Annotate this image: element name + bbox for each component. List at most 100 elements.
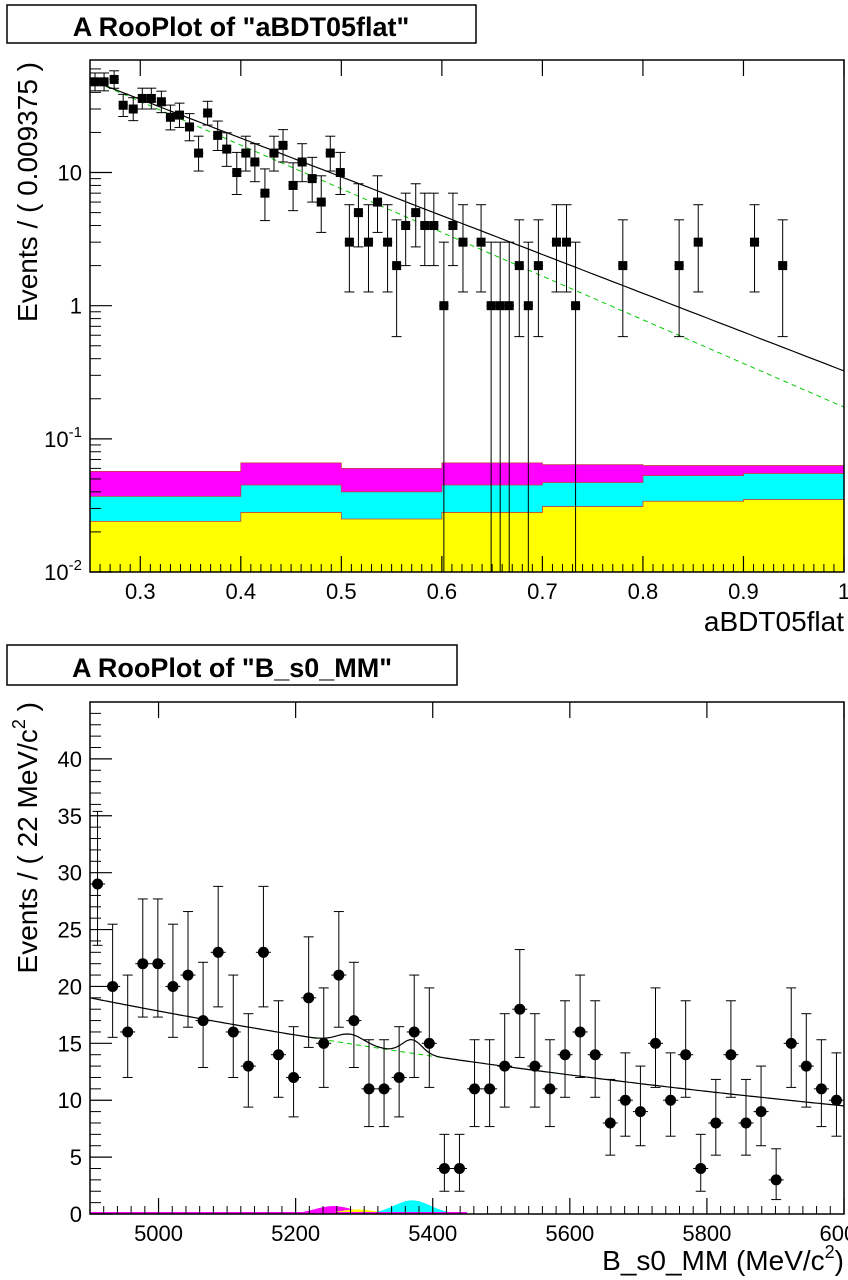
data-point bbox=[476, 204, 487, 293]
chart-bottom: A RooPlot of "B_s0_MM" 5000 5200 5400 5600 5… bbox=[6, 644, 848, 1276]
data-point bbox=[738, 1078, 754, 1156]
data-point bbox=[421, 987, 437, 1088]
y-tick-label: 15 bbox=[58, 1031, 82, 1056]
total-model-curve bbox=[89, 997, 845, 1107]
data-point bbox=[419, 192, 430, 267]
data-point bbox=[165, 104, 176, 131]
data-point bbox=[561, 204, 572, 293]
data-point bbox=[777, 219, 788, 338]
y-tick-label: 1 bbox=[70, 294, 82, 319]
data-point bbox=[316, 175, 327, 233]
data-point bbox=[436, 1133, 452, 1192]
data-point bbox=[783, 987, 799, 1088]
data-point bbox=[335, 151, 346, 196]
data-point bbox=[557, 1000, 573, 1098]
data-point bbox=[572, 974, 588, 1078]
data-point bbox=[156, 90, 167, 114]
data-point bbox=[495, 241, 506, 572]
data-point bbox=[346, 961, 362, 1068]
data-point bbox=[551, 204, 562, 293]
data-point bbox=[225, 974, 241, 1078]
axes-bottom: 5000 5200 5400 5600 5800 6000 0 5 10 15 20 25 30 35 40 bbox=[58, 702, 848, 1246]
plot-frame-top bbox=[89, 59, 845, 573]
x-axis-label-bottom: B_s0_MM (MeV/c2) bbox=[602, 1242, 844, 1276]
chart-title-bottom: A RooPlot of "B_s0_MM" bbox=[72, 653, 392, 683]
x-tick-label: 0.4 bbox=[226, 579, 257, 604]
data-point bbox=[165, 923, 181, 1038]
data-point bbox=[150, 898, 166, 1018]
data-point bbox=[180, 911, 196, 1028]
data-point bbox=[410, 183, 421, 248]
data-point bbox=[174, 102, 185, 128]
data-point bbox=[288, 162, 299, 212]
data-point bbox=[231, 151, 242, 196]
data-point bbox=[325, 135, 336, 172]
data-point bbox=[497, 1013, 513, 1108]
data-point bbox=[376, 1039, 392, 1128]
data-point bbox=[467, 1039, 483, 1128]
data-point bbox=[361, 1039, 377, 1128]
x-tick-label: 1 bbox=[838, 579, 848, 604]
y-tick-label: 10-1 bbox=[44, 424, 82, 452]
y-tick-label: 30 bbox=[58, 861, 82, 886]
data-point bbox=[90, 810, 106, 946]
data-point bbox=[617, 219, 628, 338]
data-points-bottom bbox=[90, 810, 844, 1201]
data-point bbox=[813, 1039, 829, 1128]
data-point bbox=[693, 1133, 709, 1192]
data-point bbox=[118, 93, 129, 118]
y-axis-label-top: Events / ( 0.009375 ) bbox=[12, 62, 43, 322]
chart-top: A RooPlot of "aBDT05flat" 0.3 0.4 0.5 0.6 0.… bbox=[6, 4, 848, 637]
data-point bbox=[316, 987, 332, 1088]
data-point bbox=[570, 241, 581, 572]
y-tick-label: 10 bbox=[58, 1088, 82, 1113]
data-point bbox=[523, 241, 534, 572]
x-tick-label: 5400 bbox=[408, 1221, 457, 1246]
total-model-curve bbox=[89, 79, 845, 372]
data-point bbox=[798, 1013, 814, 1108]
data-point bbox=[135, 898, 151, 1018]
y-tick-label: 25 bbox=[58, 918, 82, 943]
x-tick-label: 5800 bbox=[682, 1221, 731, 1246]
title-box-bottom bbox=[6, 644, 458, 686]
data-point bbox=[137, 87, 148, 110]
data-point bbox=[363, 204, 374, 293]
data-point bbox=[504, 241, 515, 572]
data-point bbox=[428, 192, 439, 267]
data-point bbox=[120, 974, 136, 1078]
data-point bbox=[451, 1133, 467, 1192]
data-point bbox=[193, 135, 204, 172]
x-axis-label-top: aBDT05flat bbox=[704, 606, 844, 637]
data-point bbox=[240, 135, 251, 172]
signal-components-top bbox=[90, 462, 844, 572]
component-band-edge bbox=[90, 499, 844, 522]
plot-frame-bottom bbox=[89, 701, 845, 1215]
title-box-top bbox=[6, 4, 477, 44]
data-point bbox=[268, 135, 279, 172]
data-point bbox=[372, 175, 383, 233]
data-point bbox=[663, 1052, 679, 1137]
data-point bbox=[278, 129, 289, 163]
data-point bbox=[828, 1052, 844, 1137]
data-point bbox=[391, 1026, 407, 1118]
y-tick-label: 0 bbox=[70, 1202, 82, 1227]
data-point bbox=[353, 183, 364, 248]
axes-top: 0.3 0.4 0.5 0.6 0.7 0.8 0.9 1 10-2 10-1 1 10 bbox=[44, 59, 848, 604]
data-point bbox=[90, 72, 101, 92]
data-point bbox=[331, 911, 347, 1028]
data-point bbox=[301, 936, 317, 1048]
model-curves-bottom bbox=[89, 997, 845, 1107]
data-point bbox=[617, 1052, 633, 1137]
data-points-top bbox=[90, 70, 788, 572]
signal-components-bottom bbox=[90, 1200, 488, 1214]
y-tick-label: 5 bbox=[70, 1145, 82, 1170]
data-point bbox=[391, 219, 402, 338]
component-band bbox=[90, 499, 844, 572]
component-band-edge bbox=[90, 462, 844, 472]
signal-component bbox=[336, 1200, 488, 1214]
x-tick-label: 5600 bbox=[545, 1221, 594, 1246]
data-point bbox=[249, 143, 260, 183]
data-point bbox=[221, 132, 232, 167]
y-tick-label: 40 bbox=[58, 747, 82, 772]
data-point bbox=[255, 885, 271, 1008]
